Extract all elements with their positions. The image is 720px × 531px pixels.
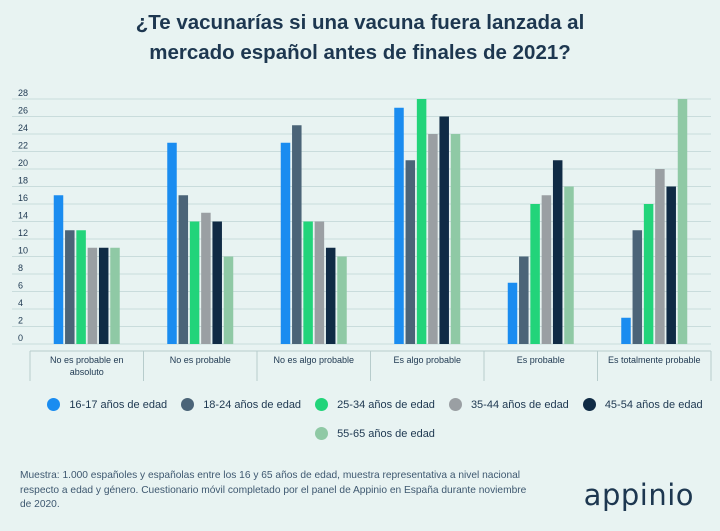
bar — [541, 195, 552, 344]
legend-item: 18-24 años de edad — [181, 398, 301, 411]
category-label: No es probable en — [50, 355, 124, 365]
legend-swatch — [315, 398, 329, 411]
category-label: Es probable — [517, 355, 565, 365]
chart-title-line-2: mercado español antes de finales de 2021… — [149, 41, 571, 64]
bar — [666, 186, 676, 344]
category-label: absoluto — [70, 367, 104, 377]
bar — [65, 230, 75, 344]
bar — [280, 142, 291, 344]
y-tick-label: 10 — [18, 246, 28, 256]
bar — [178, 195, 189, 344]
legend-label: 16-17 años de edad — [69, 398, 168, 411]
bar — [394, 107, 404, 344]
y-tick-label: 20 — [18, 158, 28, 168]
legend-item: 55-65 años de edad — [315, 427, 435, 440]
bar — [76, 230, 86, 344]
bar — [53, 195, 64, 344]
bar — [552, 160, 563, 344]
bar — [564, 186, 574, 344]
y-tick-label: 4 — [18, 298, 23, 308]
bar — [519, 256, 529, 344]
bar — [303, 221, 313, 344]
bar — [621, 317, 631, 344]
y-tick-label: 26 — [18, 106, 28, 116]
bar — [292, 125, 302, 344]
bar — [439, 116, 449, 344]
legend-item: 45-54 años de edad — [582, 398, 703, 411]
legend-row-1: 16-17 años de edad 18-24 años de edad 25-3… — [0, 398, 720, 411]
appinio-logo: appinio — [583, 478, 694, 512]
category-label: Es totalmente probable — [608, 355, 701, 365]
legend-swatch — [582, 398, 596, 411]
bar — [87, 247, 98, 344]
bar — [677, 99, 688, 344]
y-tick-label: 6 — [18, 281, 23, 291]
legend-label: 45-54 años de edad — [604, 398, 703, 411]
legend-label: 55-65 años de edad — [337, 427, 435, 440]
y-tick-label: 12 — [18, 228, 28, 238]
bar — [167, 142, 177, 344]
y-tick-label: 28 — [18, 88, 28, 98]
bar — [223, 256, 234, 344]
legend-label: 35-44 años de edad — [470, 398, 569, 411]
legend: 16-17 años de edad 18-24 años de edad 25-3… — [0, 398, 720, 456]
bar — [212, 221, 222, 344]
legend-row-2: 55-65 años de edad — [0, 427, 720, 440]
y-tick-label: 2 — [18, 316, 23, 326]
bar — [337, 256, 347, 344]
y-tick-label: 22 — [18, 141, 28, 151]
y-tick-label: 16 — [18, 193, 28, 203]
bar — [110, 247, 120, 344]
bar — [507, 282, 518, 344]
legend-swatch — [47, 398, 61, 411]
bar — [450, 134, 461, 344]
legend-swatch — [181, 398, 195, 411]
legend-swatch — [315, 427, 329, 440]
footnote: Muestra: 1.000 españoles y españolas ent… — [20, 470, 527, 510]
bar — [98, 247, 109, 344]
y-tick-label: 14 — [18, 211, 28, 221]
y-tick-label: 8 — [18, 263, 23, 273]
chart-title-line-1: ¿Te vacunarías si una vacuna fuera lanza… — [135, 11, 585, 34]
bar — [314, 221, 325, 344]
category-label: No es probable — [170, 355, 231, 365]
chart-title: ¿Te vacunarías si una vacuna fuera lanza… — [0, 8, 720, 68]
category-label: Es algo probable — [393, 355, 461, 365]
legend-swatch — [448, 398, 462, 411]
bar — [632, 230, 643, 344]
bar — [325, 247, 336, 344]
bar — [643, 204, 654, 344]
bar — [530, 204, 540, 344]
bar — [416, 99, 427, 344]
y-tick-label: 18 — [18, 176, 28, 186]
category-label: No es algo probable — [273, 355, 354, 365]
bar — [405, 160, 416, 344]
legend-label: 18-24 años de edad — [203, 398, 302, 411]
bar — [189, 221, 200, 344]
legend-item: 25-34 años de edad — [315, 398, 435, 411]
bar — [428, 134, 438, 344]
legend-label: 25-34 años de edad — [337, 398, 435, 411]
bar — [655, 169, 665, 344]
y-tick-label: 24 — [18, 123, 28, 133]
legend-item: 35-44 años de edad — [448, 398, 569, 411]
bar — [201, 212, 211, 344]
y-tick-label: 0 — [18, 333, 23, 343]
legend-item: 16-17 años de edad — [47, 398, 167, 411]
